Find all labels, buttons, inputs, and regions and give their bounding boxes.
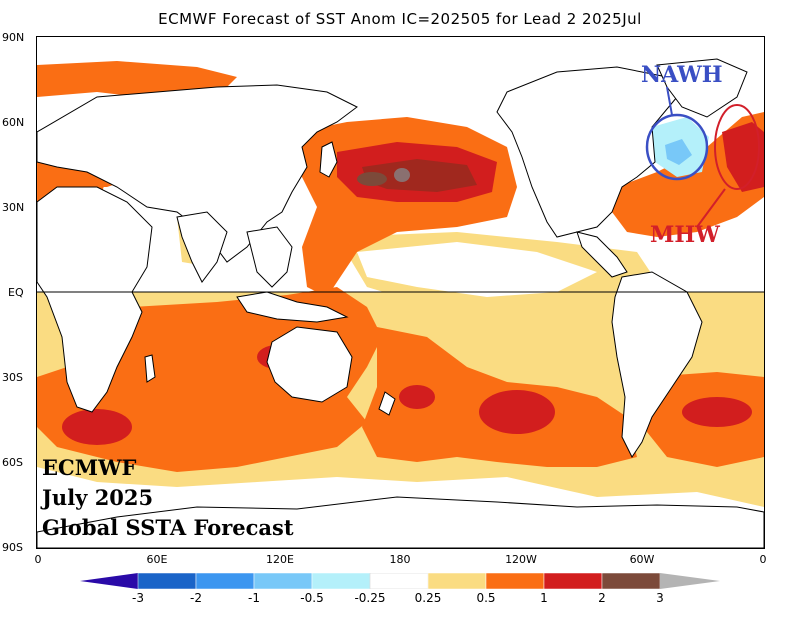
anomaly-blue-nawh [665, 139, 692, 165]
colorbar-swatch-7 [485, 573, 545, 589]
sst-anomaly-map [36, 36, 765, 549]
mhw-label: MHW [650, 222, 720, 248]
eurasia [37, 84, 358, 263]
lon-label-180: 180 [389, 553, 411, 566]
cb-label-neg025: -0.25 [354, 591, 386, 605]
madagascar [144, 354, 156, 383]
se-asia [246, 226, 293, 288]
colorbar-arrow-left [80, 573, 138, 589]
india [176, 211, 228, 283]
lat-label-60n: 60N [2, 116, 25, 129]
lat-label-eq: EQ [8, 286, 24, 299]
colorbar-arrow-right [660, 573, 720, 589]
nawh-label: NAWH [641, 62, 723, 88]
overlay-line-1: ECMWF [42, 455, 137, 480]
lon-label-60e: 60E [146, 553, 168, 566]
lon-label-120e: 120E [266, 553, 294, 566]
cb-label-neg2: -2 [190, 591, 202, 605]
cb-label-2: 2 [598, 591, 606, 605]
south-america [611, 271, 703, 458]
mhw-arrow [696, 188, 726, 228]
land-masses [37, 58, 764, 548]
japan [319, 141, 338, 178]
colorbar-swatch-3 [253, 573, 313, 589]
lon-label-0: 0 [34, 553, 42, 566]
cb-label-neg05: -0.5 [300, 591, 324, 605]
cb-label-1: 1 [540, 591, 548, 605]
cb-label-neg3: -3 [132, 591, 144, 605]
cb-label-3: 3 [656, 591, 664, 605]
colorbar [80, 573, 720, 589]
cb-label-025: 0.25 [414, 591, 442, 605]
colorbar-swatch-6 [427, 573, 487, 589]
colorbar-swatch-4 [311, 573, 371, 589]
anomaly-white-cold-tongue [357, 242, 597, 297]
anomaly-gray-patch-1 [357, 172, 387, 186]
antarctica [37, 496, 764, 548]
cb-label-neg1: -1 [248, 591, 260, 605]
lat-label-30n: 30N [2, 201, 25, 214]
mhw-circle [714, 104, 760, 190]
colorbar-swatch-5 [369, 573, 429, 589]
nawh-circle [645, 113, 709, 181]
anomaly-red-south-1 [62, 409, 132, 445]
colorbar-swatch-9 [601, 573, 661, 589]
overlay-line-2: July 2025 [42, 485, 154, 510]
greenland [656, 58, 748, 118]
cb-label-05: 0.5 [476, 591, 496, 605]
lat-label-90n: 90N [2, 31, 25, 44]
indonesia [236, 291, 349, 323]
sst-map-svg [37, 37, 764, 548]
central-america [576, 231, 628, 278]
colorbar-swatch-2 [195, 573, 255, 589]
lon-label-60w: 60W [629, 553, 655, 566]
africa [37, 186, 153, 413]
colorbar-swatch-1 [137, 573, 197, 589]
lon-label-0-east: 0 [759, 553, 767, 566]
nawh-arrow [666, 86, 673, 116]
lat-label-90s: 90S [2, 541, 23, 554]
anomaly-red-south-3 [682, 397, 752, 427]
new-zealand [378, 391, 396, 416]
anomaly-red-south-5 [399, 385, 435, 409]
lat-label-60s: 60S [2, 456, 23, 469]
lon-label-120w: 120W [505, 553, 537, 566]
colorbar-swatch-8 [543, 573, 603, 589]
anomaly-gray-patch-2 [394, 168, 410, 182]
anomaly-red-south-2 [479, 390, 555, 434]
map-title: ECMWF Forecast of SST Anom IC=202505 for… [158, 10, 642, 28]
australia [266, 326, 353, 403]
lat-label-30s: 30S [2, 371, 23, 384]
anomaly-darkred-north-pacific [362, 159, 477, 192]
overlay-line-3: Global SSTA Forecast [42, 515, 294, 540]
